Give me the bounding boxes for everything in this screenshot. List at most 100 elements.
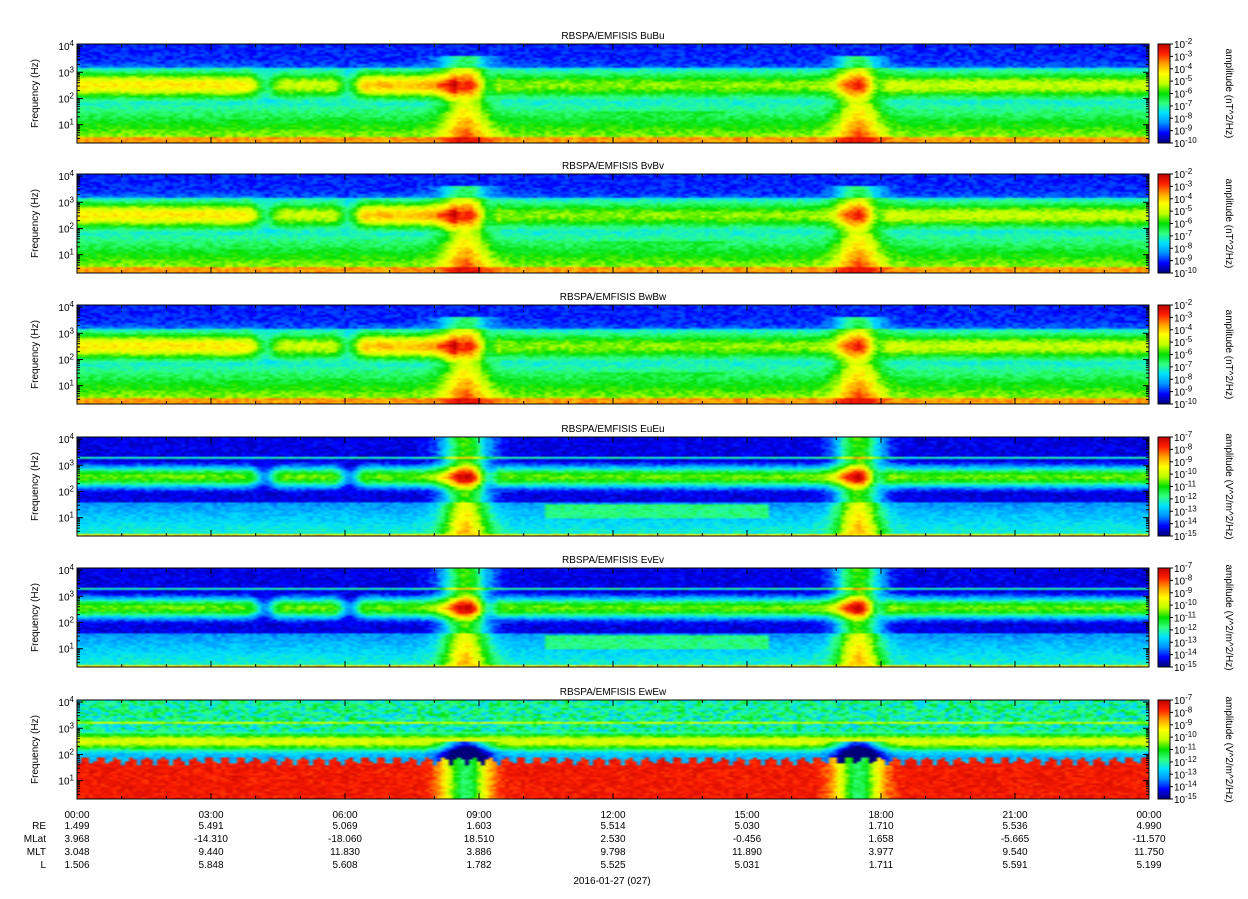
spectrogram-image bbox=[77, 437, 1149, 536]
ephemeris-value: 5.030 bbox=[734, 821, 759, 832]
x-tick-label: 12:00 bbox=[600, 810, 625, 821]
colorbar-tick-label: 10-13 bbox=[1174, 767, 1197, 781]
panel-title: RBSPA/EMFISIS EvEv bbox=[562, 555, 664, 566]
colorbar-label: amplitude (V^2/m^2/Hz) bbox=[1223, 564, 1234, 670]
y-tick-label: 101 bbox=[58, 248, 74, 262]
colorbar-tick-label: 10-6 bbox=[1174, 217, 1193, 231]
ephemeris-value: 11.830 bbox=[330, 847, 360, 858]
colorbar-label: amplitude (nT^2/Hz) bbox=[1223, 179, 1234, 269]
y-axis-label: Frequency (Hz) bbox=[30, 715, 41, 784]
ephemeris-value: 4.990 bbox=[1136, 821, 1161, 832]
y-tick-label: 102 bbox=[58, 484, 74, 498]
colorbar-tick-label: 10-9 bbox=[1174, 586, 1193, 600]
ephemeris-value: 3.968 bbox=[64, 834, 89, 845]
colorbar-tick-label: 10-2 bbox=[1174, 298, 1193, 312]
ephemeris-value: 5.031 bbox=[734, 860, 759, 871]
panel-title: RBSPA/EMFISIS BwBw bbox=[560, 292, 667, 303]
colorbar-label: amplitude (nT^2/Hz) bbox=[1223, 310, 1234, 400]
x-tick-label: 00:00 bbox=[64, 810, 89, 821]
colorbar-tick-label: 10-9 bbox=[1174, 718, 1193, 732]
y-tick-label: 103 bbox=[58, 721, 74, 735]
colorbar-tick-label: 10-14 bbox=[1174, 780, 1197, 794]
colorbar-tick-label: 10-6 bbox=[1174, 348, 1193, 362]
y-tick-label: 101 bbox=[58, 642, 74, 656]
colorbar-tick-label: 10-8 bbox=[1174, 442, 1193, 456]
ephemeris-value: 1.499 bbox=[64, 821, 89, 832]
time-axis: 00:00 03:00 06:00 09:00 12:00 15:00 18:00 21:00… bbox=[64, 810, 1161, 821]
x-tick-label: 18:00 bbox=[868, 810, 893, 821]
colorbar-tick-label: 10-7 bbox=[1174, 693, 1193, 707]
ephemeris-table: RE 1.499 5.491 5.069 1.603 5.514 5.030 1.710 5.5… bbox=[24, 821, 1166, 871]
y-axis-label: Frequency (Hz) bbox=[30, 59, 41, 128]
ephemeris-value: -18.060 bbox=[328, 834, 362, 845]
colorbar-tick-label: 10-11 bbox=[1174, 611, 1197, 625]
colorbar-label: amplitude (nT^2/Hz) bbox=[1223, 49, 1234, 139]
y-tick-label: 101 bbox=[58, 511, 74, 525]
ephemeris-value: 5.199 bbox=[1136, 860, 1161, 871]
colorbar-tick-label: 10-10 bbox=[1174, 598, 1197, 612]
colorbar-tick-label: 10-5 bbox=[1174, 74, 1193, 88]
spectrogram-image bbox=[77, 568, 1149, 667]
ephemeris-value: 18.510 bbox=[464, 834, 495, 845]
ephemeris-value: -0.456 bbox=[733, 834, 762, 845]
panel-title: RBSPA/EMFISIS EwEw bbox=[560, 687, 667, 698]
colorbar bbox=[1157, 43, 1171, 144]
panel-evev: RBSPA/EMFISIS EvEv Frequency (Hz) 101 102 10… bbox=[30, 555, 1234, 674]
y-axis-label: Frequency (Hz) bbox=[30, 452, 41, 521]
colorbar-tick-label: 10-4 bbox=[1174, 323, 1193, 337]
y-tick-label: 103 bbox=[58, 589, 74, 603]
colorbar-tick-label: 10-8 bbox=[1174, 111, 1193, 125]
ephemeris-value: 5.848 bbox=[198, 860, 223, 871]
y-tick-label: 102 bbox=[58, 221, 74, 235]
y-axis-label: Frequency (Hz) bbox=[30, 320, 41, 389]
colorbar-tick-label: 10-12 bbox=[1174, 623, 1197, 637]
panel-title: RBSPA/EMFISIS BvBv bbox=[562, 161, 664, 172]
colorbar-tick-label: 10-7 bbox=[1174, 561, 1193, 575]
y-tick-label: 103 bbox=[58, 326, 74, 340]
ephemeris-label: RE bbox=[32, 821, 46, 832]
panel-eueu: RBSPA/EMFISIS EuEu Frequency (Hz) 101 102 10… bbox=[30, 424, 1234, 543]
y-tick-label: 103 bbox=[58, 458, 74, 472]
colorbar bbox=[1157, 173, 1171, 274]
colorbar-tick-label: 10-9 bbox=[1174, 124, 1193, 138]
ephemeris-value: 1.506 bbox=[64, 860, 89, 871]
y-tick-label: 104 bbox=[58, 563, 74, 577]
x-tick-label: 09:00 bbox=[466, 810, 491, 821]
colorbar-tick-label: 10-9 bbox=[1174, 254, 1193, 268]
colorbar-tick-label: 10-6 bbox=[1174, 87, 1193, 101]
spectrogram-image bbox=[77, 174, 1149, 273]
colorbar-tick-label: 10-4 bbox=[1174, 62, 1193, 76]
y-tick-label: 104 bbox=[58, 695, 74, 709]
colorbar-tick-label: 10-2 bbox=[1174, 37, 1193, 51]
y-tick-label: 104 bbox=[58, 169, 74, 183]
y-tick-label: 102 bbox=[58, 91, 74, 105]
colorbar-tick-label: 10-15 bbox=[1174, 660, 1197, 674]
colorbar-tick-label: 10-15 bbox=[1174, 529, 1197, 543]
spectrogram-image bbox=[77, 700, 1149, 799]
colorbar-tick-label: 10-5 bbox=[1174, 335, 1193, 349]
colorbar-tick-label: 10-15 bbox=[1174, 792, 1197, 806]
ephemeris-label: L bbox=[40, 860, 46, 871]
spectrogram-image bbox=[77, 44, 1149, 143]
colorbar-tick-label: 10-13 bbox=[1174, 504, 1197, 518]
colorbar-tick-label: 10-8 bbox=[1174, 573, 1193, 587]
colorbar-tick-label: 10-10 bbox=[1174, 467, 1197, 481]
y-tick-label: 104 bbox=[58, 300, 74, 314]
ephemeris-value: 5.591 bbox=[1002, 860, 1027, 871]
colorbar-label: amplitude (V^2/m^2/Hz) bbox=[1223, 696, 1234, 802]
ephemeris-value: 1.711 bbox=[869, 860, 894, 871]
y-tick-label: 103 bbox=[58, 195, 74, 209]
colorbar-tick-label: 10-3 bbox=[1174, 310, 1193, 324]
ephemeris-value: 11.890 bbox=[732, 847, 762, 858]
colorbar-tick-label: 10-12 bbox=[1174, 755, 1197, 769]
ephemeris-value: 1.782 bbox=[466, 860, 491, 871]
ephemeris-value: 1.603 bbox=[466, 821, 491, 832]
colorbar-tick-label: 10-11 bbox=[1174, 480, 1197, 494]
spectrogram-image bbox=[77, 305, 1149, 404]
y-axis-label: Frequency (Hz) bbox=[30, 583, 41, 652]
ephemeris-value: 3.886 bbox=[466, 847, 491, 858]
colorbar-tick-label: 10-10 bbox=[1174, 397, 1197, 411]
ephemeris-value: 3.048 bbox=[64, 847, 89, 858]
y-tick-label: 101 bbox=[58, 774, 74, 788]
x-tick-label: 00:00 bbox=[1136, 810, 1161, 821]
